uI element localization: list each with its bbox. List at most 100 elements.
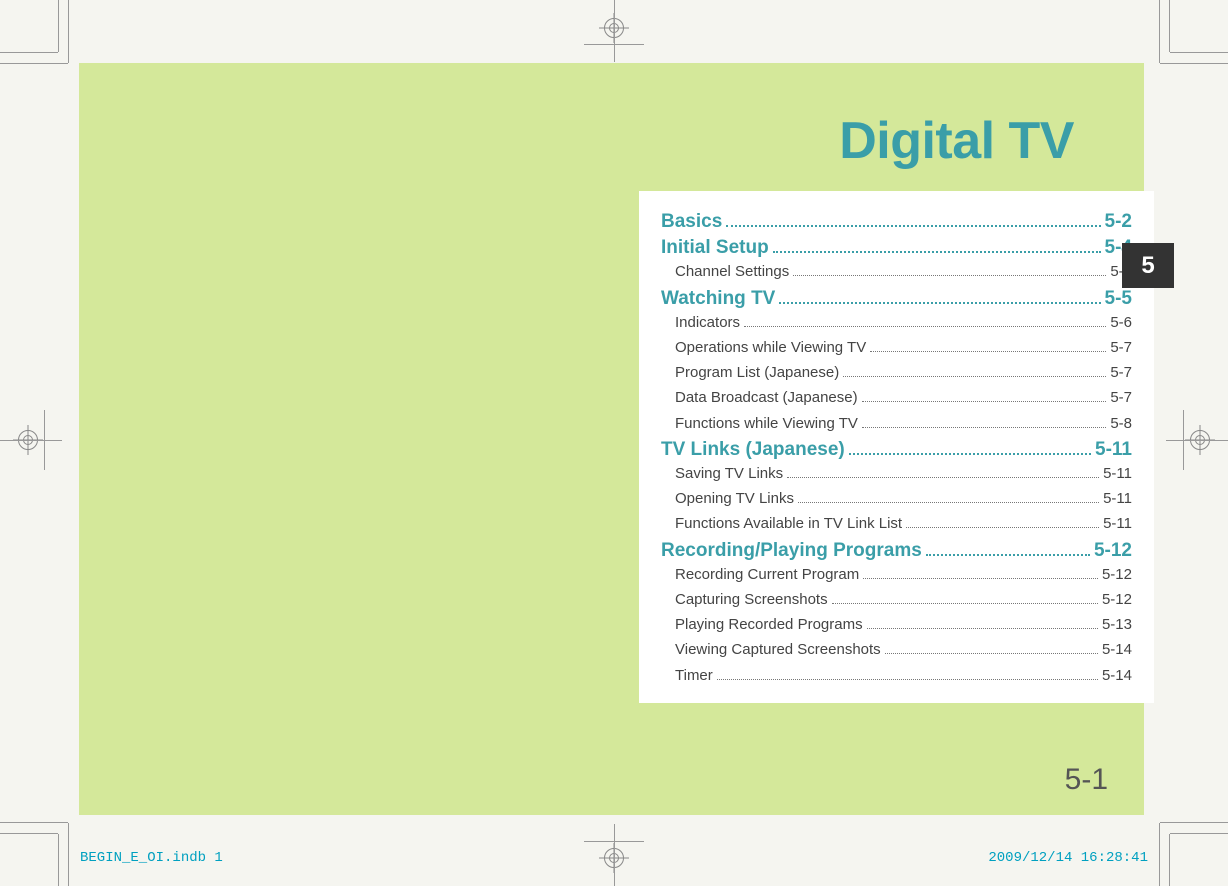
toc-sub-entry: Channel Settings5-4 bbox=[675, 260, 1132, 283]
crop-mark bbox=[1169, 834, 1170, 886]
toc-sub-title: Functions while Viewing TV bbox=[675, 412, 858, 435]
imprint-timestamp: 2009/12/14 16:28:41 bbox=[988, 850, 1148, 866]
crop-mark bbox=[1166, 440, 1228, 441]
toc-sub-page: 5-11 bbox=[1103, 462, 1132, 485]
crop-mark bbox=[0, 52, 58, 53]
toc-sub-page: 5-14 bbox=[1102, 638, 1132, 661]
toc-leader-dots bbox=[863, 565, 1098, 579]
crop-mark bbox=[44, 410, 45, 470]
toc-section-heading: TV Links (Japanese) 5-11 bbox=[661, 438, 1132, 461]
crop-mark bbox=[1183, 410, 1184, 470]
toc-leader-dots bbox=[787, 464, 1099, 478]
toc-sub-title: Playing Recorded Programs bbox=[675, 613, 863, 636]
toc-sub-entry: Capturing Screenshots 5-12 bbox=[675, 588, 1132, 611]
toc-sub-title: Viewing Captured Screenshots bbox=[675, 638, 881, 661]
crop-mark bbox=[1160, 63, 1228, 64]
toc-leader-dots bbox=[773, 236, 1101, 253]
toc-section-page: 5-2 bbox=[1105, 211, 1132, 233]
toc-sub-title: Capturing Screenshots bbox=[675, 588, 828, 611]
toc-sub-entry: Timer 5-14 bbox=[675, 664, 1132, 687]
toc-sub-title: Functions Available in TV Link List bbox=[675, 512, 902, 535]
toc-sub-title: Timer bbox=[675, 664, 713, 687]
toc-section-heading: Watching TV 5-5 bbox=[661, 286, 1132, 309]
crop-mark bbox=[584, 841, 644, 842]
toc-sub-page: 5-11 bbox=[1103, 487, 1132, 510]
toc-leader-dots bbox=[744, 313, 1106, 327]
toc-section-page: 5-12 bbox=[1094, 540, 1132, 562]
toc-sub-page: 5-13 bbox=[1102, 613, 1132, 636]
toc-section-title: Recording/Playing Programs bbox=[661, 540, 922, 562]
toc-sub-entry: Saving TV Links 5-11 bbox=[675, 462, 1132, 485]
toc-sub-page: 5-7 bbox=[1110, 336, 1132, 359]
crop-mark bbox=[1170, 52, 1228, 53]
page-number: 5-1 bbox=[1065, 763, 1108, 797]
crop-mark bbox=[584, 44, 644, 45]
toc-leader-dots bbox=[717, 666, 1098, 680]
toc-leader-dots bbox=[885, 641, 1098, 655]
toc-leader-dots bbox=[867, 616, 1098, 630]
crop-mark bbox=[68, 0, 69, 63]
toc-section-title: TV Links (Japanese) bbox=[661, 439, 845, 461]
toc-sub-page: 5-7 bbox=[1110, 386, 1132, 409]
toc-sub-entry: Recording Current Program5-12 bbox=[675, 563, 1132, 586]
imprint-file: BEGIN_E_OI.indb 1 bbox=[80, 850, 223, 866]
crop-mark bbox=[1159, 0, 1160, 63]
toc-leader-dots bbox=[849, 438, 1091, 455]
toc-leader-dots bbox=[793, 263, 1106, 277]
toc-sub-page: 5-7 bbox=[1110, 361, 1132, 384]
toc-leader-dots bbox=[870, 338, 1106, 352]
crop-mark bbox=[0, 833, 58, 834]
toc-section-page: 5-11 bbox=[1095, 439, 1132, 461]
toc-sub-page: 5-6 bbox=[1110, 311, 1132, 334]
toc-section-heading: Recording/Playing Programs 5-12 bbox=[661, 539, 1132, 562]
toc-leader-dots bbox=[843, 364, 1106, 378]
print-imprint: BEGIN_E_OI.indb 1 2009/12/14 16:28:41 bbox=[80, 850, 1148, 866]
toc-sub-entry: Viewing Captured Screenshots 5-14 bbox=[675, 638, 1132, 661]
toc-sub-entry: Data Broadcast (Japanese) 5-7 bbox=[675, 386, 1132, 409]
toc-section-title: Watching TV bbox=[661, 288, 775, 310]
table-of-contents: Basics 5-2 Initial Setup 5-4Channel Setti… bbox=[639, 191, 1154, 703]
crop-mark bbox=[614, 0, 615, 62]
toc-sub-title: Recording Current Program bbox=[675, 563, 859, 586]
toc-section-heading: Basics 5-2 bbox=[661, 210, 1132, 233]
toc-section-title: Initial Setup bbox=[661, 237, 769, 259]
toc-leader-dots bbox=[779, 286, 1100, 303]
toc-sub-entry: Operations while Viewing TV 5-7 bbox=[675, 336, 1132, 359]
toc-sub-page: 5-14 bbox=[1102, 664, 1132, 687]
chapter-title: Digital TV bbox=[839, 111, 1074, 171]
crop-mark bbox=[1170, 833, 1228, 834]
toc-leader-dots bbox=[832, 590, 1098, 604]
toc-sub-title: Saving TV Links bbox=[675, 462, 783, 485]
toc-leader-dots bbox=[862, 414, 1106, 428]
toc-sub-title: Operations while Viewing TV bbox=[675, 336, 866, 359]
toc-leader-dots bbox=[726, 210, 1100, 227]
toc-sub-entry: Functions Available in TV Link List 5-11 bbox=[675, 512, 1132, 535]
toc-sub-entry: Playing Recorded Programs 5-13 bbox=[675, 613, 1132, 636]
toc-sub-page: 5-8 bbox=[1110, 412, 1132, 435]
crop-mark bbox=[68, 823, 69, 886]
toc-section-title: Basics bbox=[661, 211, 722, 233]
crop-mark bbox=[0, 440, 62, 441]
crop-mark bbox=[1169, 0, 1170, 52]
toc-sub-page: 5-11 bbox=[1103, 512, 1132, 535]
toc-sub-entry: Program List (Japanese) 5-7 bbox=[675, 361, 1132, 384]
toc-section-page: 5-5 bbox=[1105, 288, 1132, 310]
chapter-tab: 5 bbox=[1122, 243, 1174, 288]
toc-sub-entry: Opening TV Links 5-11 bbox=[675, 487, 1132, 510]
toc-sub-title: Indicators bbox=[675, 311, 740, 334]
toc-sub-entry: Functions while Viewing TV 5-8 bbox=[675, 412, 1132, 435]
toc-sub-page: 5-12 bbox=[1102, 588, 1132, 611]
crop-mark bbox=[0, 63, 68, 64]
toc-leader-dots bbox=[926, 539, 1090, 556]
document-page: Digital TV Basics 5-2 Initial Setup 5-4Ch… bbox=[79, 63, 1144, 815]
toc-sub-entry: Indicators 5-6 bbox=[675, 311, 1132, 334]
toc-sub-title: Channel Settings bbox=[675, 260, 789, 283]
crop-mark bbox=[58, 0, 59, 52]
crop-mark bbox=[58, 834, 59, 886]
toc-sub-title: Opening TV Links bbox=[675, 487, 794, 510]
crop-mark bbox=[1160, 822, 1228, 823]
toc-sub-title: Data Broadcast (Japanese) bbox=[675, 386, 858, 409]
toc-section-heading: Initial Setup 5-4 bbox=[661, 236, 1132, 259]
toc-sub-title: Program List (Japanese) bbox=[675, 361, 839, 384]
toc-leader-dots bbox=[798, 490, 1099, 504]
